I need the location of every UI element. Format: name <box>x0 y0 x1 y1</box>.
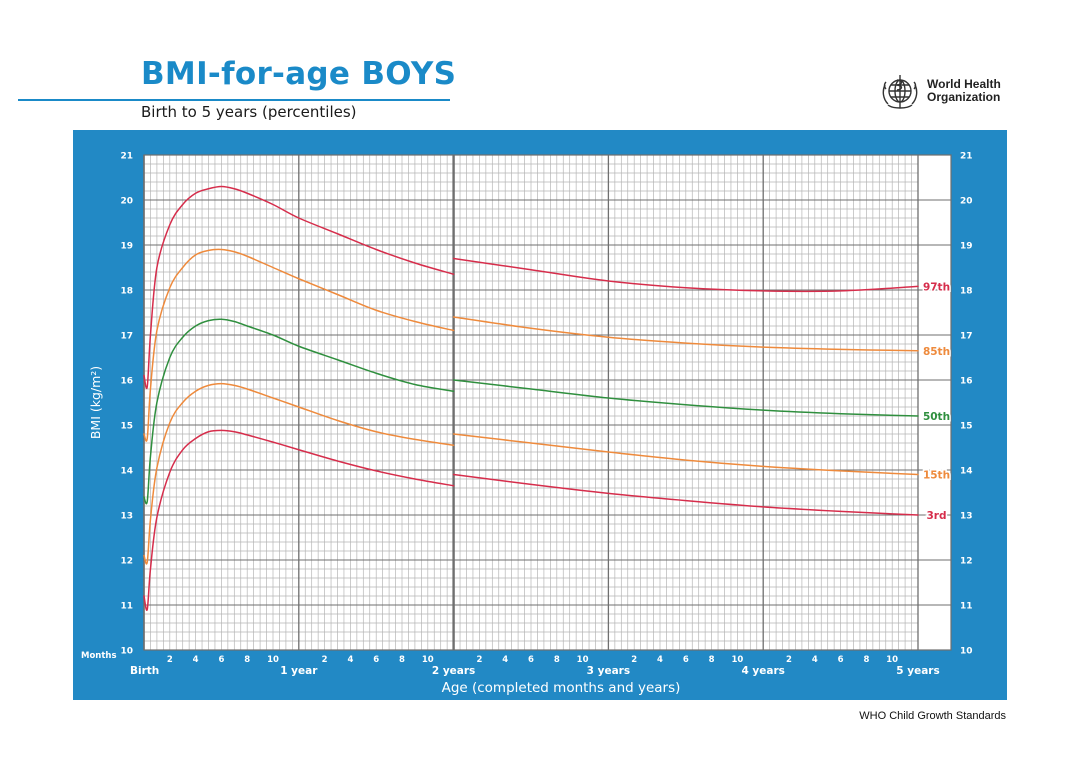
series-label-97th: 97th <box>923 281 950 293</box>
who-emblem-icon <box>882 75 918 109</box>
month-tick-label: 2 <box>631 655 637 665</box>
y-tick-label-right: 10 <box>960 647 973 657</box>
title-underline <box>18 99 450 101</box>
series-label-85th: 85th <box>923 346 950 358</box>
month-tick-label: 4 <box>812 655 818 665</box>
month-tick-label: 6 <box>373 655 379 665</box>
month-tick-label: 10 <box>731 655 743 665</box>
y-tick-label-left: 14 <box>120 467 133 477</box>
month-tick-label: 6 <box>218 655 224 665</box>
month-tick-label: 8 <box>709 655 715 665</box>
year-tick-label: 5 years <box>896 665 939 677</box>
series-line-50th-seg1 <box>143 318 455 505</box>
year-tick-label: 2 years <box>432 665 475 677</box>
y-tick-label-right: 13 <box>960 512 973 522</box>
months-label: Months <box>81 651 117 661</box>
month-tick-label: 4 <box>347 655 353 665</box>
who-logo: World Health Organization <box>878 72 1080 112</box>
month-tick-label: 10 <box>577 655 589 665</box>
series-line-3rd-seg2 <box>452 473 919 516</box>
chart-subtitle: Birth to 5 years (percentiles) <box>141 103 357 121</box>
month-tick-label: 4 <box>657 655 663 665</box>
y-tick-label-right: 20 <box>960 197 973 207</box>
month-tick-label: 6 <box>683 655 689 665</box>
year-tick-label: 4 years <box>741 665 784 677</box>
series-line-85th-seg2 <box>452 316 919 352</box>
year-tick-label: Birth <box>130 665 159 677</box>
month-tick-label: 8 <box>399 655 405 665</box>
y-tick-label-left: 12 <box>120 557 133 567</box>
y-tick-label-left: 15 <box>120 422 133 432</box>
plot-background <box>144 155 951 650</box>
month-tick-label: 4 <box>502 655 508 665</box>
x-axis-title: Age (completed months and years) <box>442 680 681 696</box>
y-tick-label-left: 16 <box>120 377 133 387</box>
month-tick-label: 4 <box>193 655 199 665</box>
month-tick-label: 6 <box>838 655 844 665</box>
y-tick-label-right: 21 <box>960 152 973 162</box>
y-tick-label-right: 16 <box>960 377 973 387</box>
series-line-97th-seg2 <box>452 257 919 293</box>
y-tick-label-left: 20 <box>120 197 133 207</box>
y-tick-label-left: 10 <box>120 647 133 657</box>
month-tick-label: 8 <box>244 655 250 665</box>
month-tick-label: 2 <box>476 655 482 665</box>
y-tick-label-right: 19 <box>960 242 973 252</box>
y-tick-label-right: 15 <box>960 422 973 432</box>
chart-title: BMI-for-age BOYS <box>141 56 457 92</box>
y-tick-label-left: 17 <box>120 332 133 342</box>
bmi-chart: 10 10 11 11 12 12 13 13 14 14 15 15 16 16 17 17 18 18 19 19… <box>81 152 973 697</box>
series-line-3rd-seg1 <box>143 429 455 612</box>
y-tick-label-left: 19 <box>120 242 133 252</box>
who-name-line2: Organization <box>927 90 1001 104</box>
year-tick-label: 3 years <box>587 665 630 677</box>
series-line-15th-seg1 <box>143 382 455 565</box>
month-tick-label: 10 <box>267 655 279 665</box>
y-axis-title: BMI (kg/m²) <box>88 366 103 439</box>
month-tick-label: 10 <box>422 655 434 665</box>
month-tick-label: 10 <box>886 655 898 665</box>
year-tick-label: 1 year <box>280 665 318 677</box>
y-tick-label-left: 11 <box>120 602 133 612</box>
series-line-97th-seg1 <box>143 185 455 390</box>
month-tick-label: 2 <box>167 655 173 665</box>
who-name-line1: World Health <box>927 77 1001 91</box>
month-tick-label: 8 <box>863 655 869 665</box>
month-tick-label: 6 <box>528 655 534 665</box>
y-tick-label-right: 11 <box>960 602 973 612</box>
chart-panel: 10 10 11 11 12 12 13 13 14 14 15 15 16 16 17 17 18 18 19 19… <box>73 130 1007 700</box>
series-label-3rd: 3rd <box>926 510 946 522</box>
series-line-85th-seg1 <box>143 248 455 442</box>
y-tick-label-left: 13 <box>120 512 133 522</box>
who-name: World Health Organization <box>927 78 1017 104</box>
month-tick-label: 2 <box>322 655 328 665</box>
y-tick-label-left: 21 <box>120 152 133 162</box>
y-tick-label-left: 18 <box>120 287 133 297</box>
month-tick-label: 8 <box>554 655 560 665</box>
y-tick-label-right: 17 <box>960 332 973 342</box>
month-tick-label: 2 <box>786 655 792 665</box>
series-label-15th: 15th <box>923 470 950 482</box>
series-label-50th: 50th <box>923 411 950 423</box>
y-tick-label-right: 18 <box>960 287 973 297</box>
y-tick-label-right: 12 <box>960 557 973 567</box>
series-line-15th-seg2 <box>452 433 919 476</box>
series-line-50th-seg2 <box>452 379 919 417</box>
y-tick-label-right: 14 <box>960 467 973 477</box>
footer-credit: WHO Child Growth Standards <box>859 710 1006 722</box>
